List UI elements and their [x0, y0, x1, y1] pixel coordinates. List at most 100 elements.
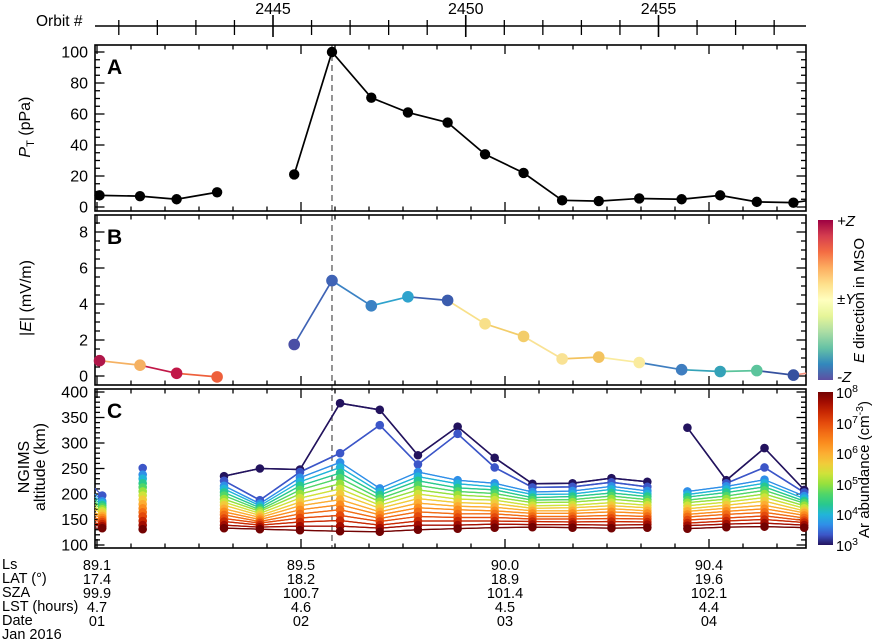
bottom-row-value: 100.7	[282, 586, 320, 602]
panel-b-letter: B	[107, 226, 123, 249]
panel-c-level-line	[223, 483, 648, 513]
panel-a-line	[293, 50, 807, 204]
panel-b-segment	[720, 369, 757, 373]
panel-b-segment	[756, 369, 794, 376]
panel-c-point	[643, 523, 652, 532]
panel-c-level-line	[687, 526, 805, 530]
panel-c-point	[413, 525, 423, 534]
panel-b-ytick-label: 6	[79, 261, 88, 278]
bottom-row-value: 19.6	[694, 572, 724, 588]
cbar-e-title: E direction in MSO	[851, 237, 868, 364]
panel-c-point	[138, 524, 148, 534]
panel-b-segment	[447, 299, 486, 325]
panel-c-point	[453, 429, 462, 439]
panel-c-point	[375, 405, 385, 415]
panel-c-ylabel: NGIMS altitude (km)	[16, 422, 49, 512]
cbar-e-bottom-label: -Z	[837, 369, 852, 386]
panel-a-ytick-label: 60	[70, 107, 88, 124]
panel-c-level-line	[686, 427, 805, 491]
panel-c-level-line	[687, 486, 805, 502]
panel-b-point	[326, 274, 338, 287]
panel-c-data	[94, 398, 809, 537]
panel-a-ytick-label: 20	[70, 169, 88, 186]
panel-c-point	[97, 523, 107, 533]
panel-c-point	[683, 423, 692, 433]
panel-c-level-line	[224, 523, 648, 529]
panel-b-segment	[598, 356, 640, 364]
panel-c-ytick-label: 150	[61, 512, 88, 529]
bottom-row-header: SZA	[2, 585, 31, 601]
panel-c-point	[760, 463, 769, 472]
panel-c-point	[607, 523, 616, 533]
panel-a-point	[366, 92, 377, 103]
bottom-row-value: 101.4	[486, 586, 524, 602]
panel-c-level-line	[223, 402, 648, 485]
panel-c-point	[335, 398, 345, 408]
panel-c-point	[413, 450, 423, 460]
panel-b-point	[517, 330, 530, 343]
cbar-ar-tick-label: 105	[836, 474, 858, 494]
panel-a-point	[134, 190, 146, 202]
panel-a-frame: 0 20 40 60 80 100	[61, 44, 807, 217]
panel-c-point	[490, 453, 499, 463]
panel-c-level-line	[223, 466, 648, 507]
panel-a-point	[788, 197, 799, 208]
panel-c-level-line	[687, 511, 805, 519]
bottom-row-header: LAT (°)	[2, 571, 47, 587]
bottom-row-value: 90.0	[490, 558, 520, 574]
panel-b-point	[211, 371, 223, 383]
panel-c-ytick-label: 200	[61, 487, 88, 504]
panel-c-level-line	[687, 500, 805, 512]
orbit-tick-label: 2445	[255, 1, 291, 18]
panel-a-ytick-label: 100	[61, 45, 88, 62]
panel-b-point	[170, 367, 183, 380]
panel-c-level-line	[223, 461, 648, 505]
panel-b-ylabel: |E| (mV/m)	[18, 260, 35, 336]
panel-c-level-line	[223, 498, 648, 519]
panel-b-ytick-label: 4	[79, 297, 88, 314]
bottom-row-value: 18.2	[286, 572, 316, 588]
panel-c-level-line	[223, 477, 648, 511]
panel-a-point	[479, 149, 491, 160]
panel-c-level-line	[687, 496, 805, 509]
panel-c-point	[490, 523, 499, 532]
bottom-row-header: LST (hours)	[2, 599, 79, 615]
cbar-e-mid-label: ±Y	[837, 291, 856, 308]
panel-c-ytick-label: 100	[61, 538, 88, 555]
bottom-row-value: 02	[292, 614, 310, 630]
panel-a-line	[99, 191, 218, 201]
panel-a-point	[289, 169, 300, 180]
bottom-row-header: Ls	[2, 557, 18, 573]
panel-c-level-line	[687, 508, 805, 517]
panel-c-point	[683, 524, 692, 533]
bottom-row-value: 89.5	[286, 558, 316, 574]
panel-a-ytick-label: 80	[70, 76, 88, 93]
panel-c-level-line	[687, 504, 805, 514]
panel-c-level-line	[223, 509, 648, 523]
panel-c-ytick-label: 250	[61, 461, 88, 478]
panel-c-ytick-label: 300	[61, 436, 88, 453]
panel-a-point	[94, 190, 105, 201]
cbar-ar-tick-label: 103	[836, 536, 858, 555]
panel-c-level-line	[223, 504, 648, 521]
panel-c-level-line	[223, 514, 648, 524]
panel-a-ytick-label: 0	[79, 200, 88, 217]
panel-b-segment	[99, 359, 141, 367]
bottom-row-value: 18.9	[490, 572, 520, 588]
panel-b-point	[288, 338, 301, 351]
panel-a-point	[751, 196, 763, 208]
panel-a-ytick-label: 40	[70, 138, 88, 155]
panel-b-segment	[681, 368, 721, 373]
panel-b-point	[479, 318, 491, 330]
panel-b-point	[714, 365, 726, 378]
panel-c-level-line	[687, 489, 805, 504]
panel-c-point	[453, 524, 462, 533]
panel-c-point	[453, 422, 462, 431]
panel-c-point	[219, 523, 229, 533]
bottom-row-header: Date	[2, 613, 33, 629]
panel-c-point	[799, 523, 809, 532]
orbit-tick-label: 2450	[447, 1, 484, 18]
panel-c-level-line	[223, 424, 648, 501]
panel-b-segment	[407, 295, 448, 302]
